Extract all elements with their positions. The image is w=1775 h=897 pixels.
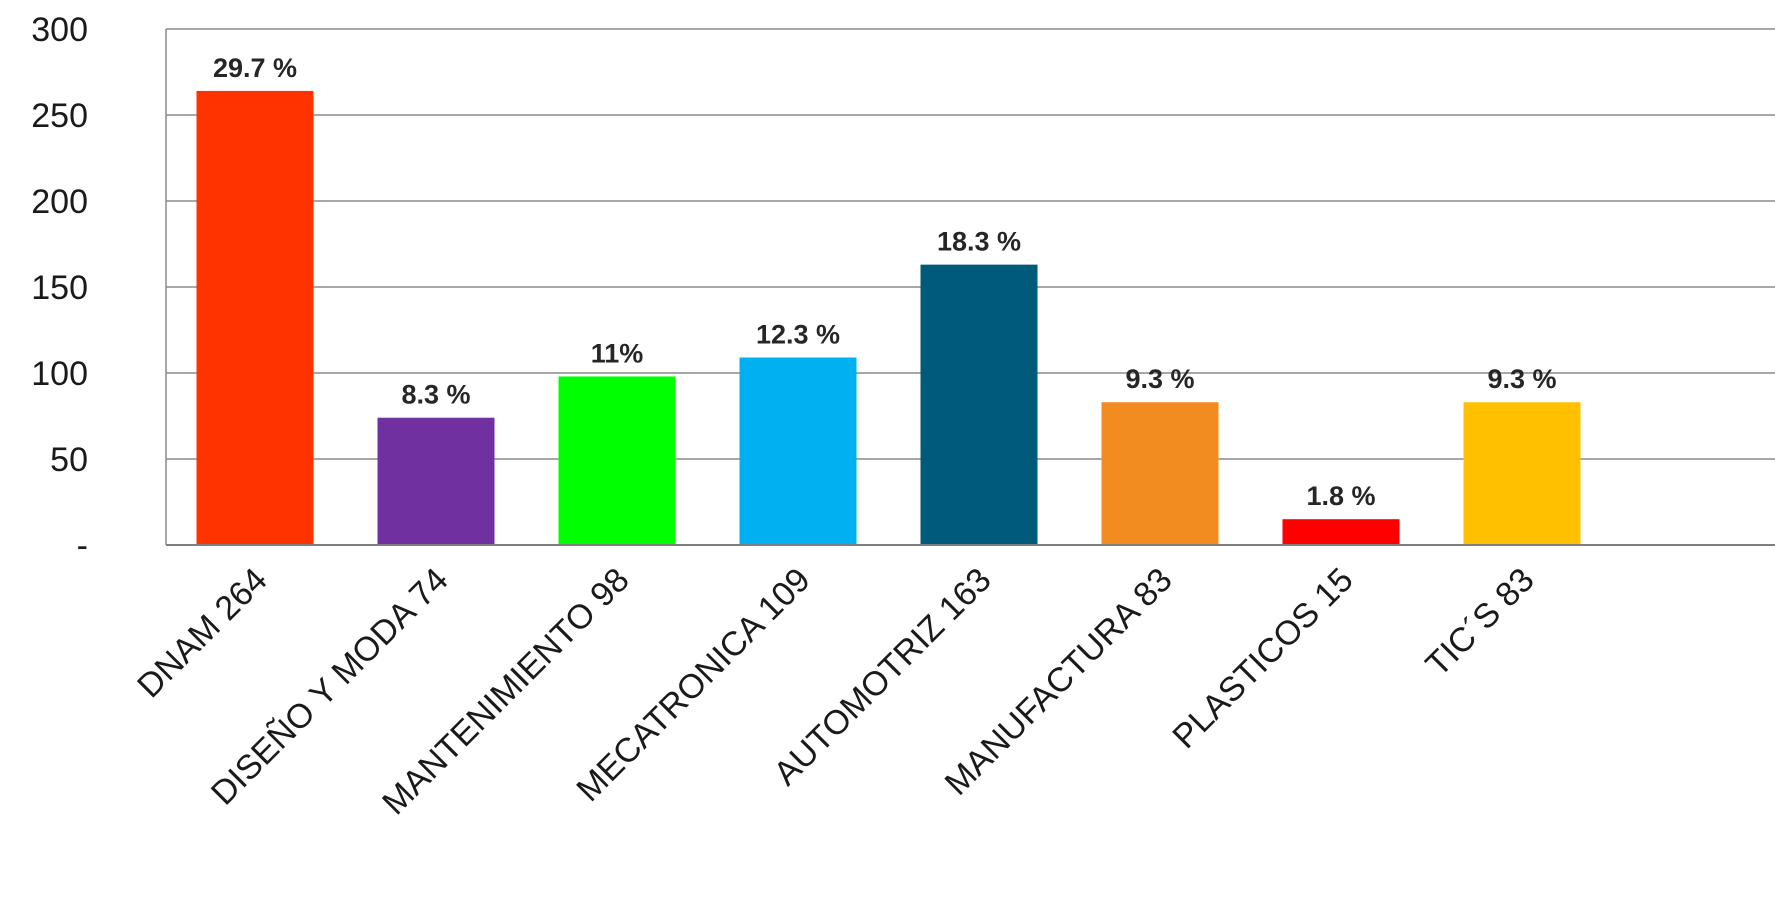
x-category-label: PLASTICOS 15 — [1165, 561, 1360, 756]
bar-7 — [1282, 519, 1400, 545]
bar-6 — [1101, 402, 1219, 545]
y-tick-label: 100 — [31, 355, 88, 393]
data-label: 9.3 % — [1487, 364, 1556, 394]
bar-8 — [1463, 402, 1581, 545]
bar-1 — [196, 90, 314, 546]
data-label: 9.3 % — [1125, 364, 1194, 394]
data-label: 18.3 % — [937, 227, 1021, 257]
x-category-label: DNAM 264 — [130, 561, 274, 705]
y-tick-label: 150 — [31, 269, 88, 307]
bar-5 — [920, 264, 1038, 545]
bar-2 — [377, 417, 495, 545]
data-label: 12.3 % — [756, 320, 840, 350]
y-tick-label: 300 — [31, 11, 88, 49]
data-label: 11% — [591, 338, 644, 368]
bar-3 — [558, 376, 676, 545]
data-labels: 29.7 % 8.3 % 11% 12.3 % 18.3 % 9.3 % 1.8 % 9.3 … — [213, 53, 1557, 511]
axes — [165, 29, 1775, 546]
bar-4 — [739, 357, 857, 545]
y-tick-label: 200 — [31, 183, 88, 221]
data-label: 1.8 % — [1306, 481, 1375, 511]
y-tick-label: - — [77, 527, 88, 565]
y-tick-label: 50 — [50, 441, 88, 479]
data-label: 8.3 % — [401, 380, 470, 410]
y-axis-tick-labels: - 50 100 150 200 250 300 — [31, 11, 88, 565]
x-category-label: TIC´S 83 — [1419, 561, 1542, 684]
data-label: 29.7 % — [213, 53, 297, 83]
bars — [196, 90, 1581, 546]
y-tick-label: 250 — [31, 97, 88, 135]
